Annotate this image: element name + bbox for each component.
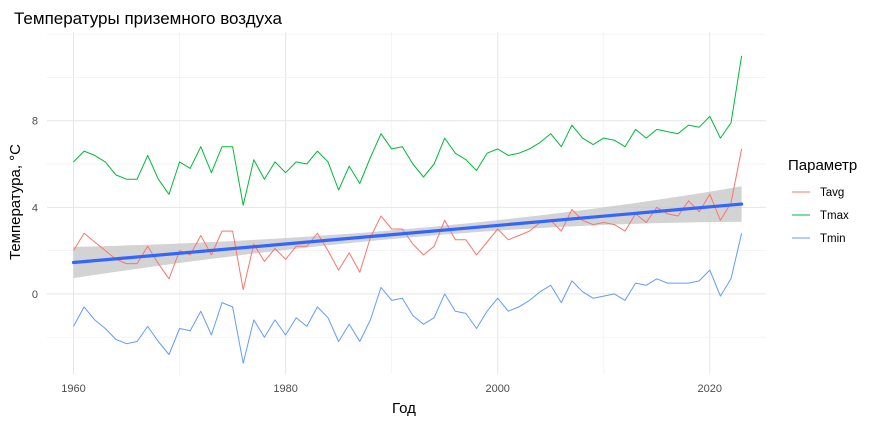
series-line-tmax <box>73 55 743 206</box>
y-tick-label: 0 <box>32 289 38 301</box>
legend-label: Tavg <box>820 187 844 199</box>
grid <box>47 32 766 374</box>
y-tick-label: 8 <box>32 116 38 128</box>
x-axis-title: Год <box>392 400 416 417</box>
tick-labels: 1960 1980 2000 2020 0 4 8 <box>32 116 722 395</box>
legend-item-tmax: Tmax <box>792 210 849 222</box>
legend-label: Tmin <box>820 233 846 245</box>
legend-item-tavg: Tavg <box>792 187 844 199</box>
chart-title: Температуры приземного воздуха <box>14 9 282 28</box>
legend-item-tmin: Tmin <box>792 233 846 245</box>
x-tick-label: 2020 <box>698 383 722 395</box>
series-line-tmin <box>73 233 743 364</box>
legend-label: Tmax <box>820 210 849 222</box>
legend: Параметр Tavg Tmax Tmin <box>788 157 857 245</box>
x-tick-label: 1960 <box>61 383 85 395</box>
x-tick-label: 1980 <box>273 383 297 395</box>
x-tick-label: 2000 <box>485 383 509 395</box>
legend-title: Параметр <box>788 157 857 174</box>
y-axis-title: Температура, °C <box>7 144 24 260</box>
y-tick-label: 4 <box>32 202 38 214</box>
trend-line-group <box>71 202 744 265</box>
trend-line <box>71 202 744 265</box>
